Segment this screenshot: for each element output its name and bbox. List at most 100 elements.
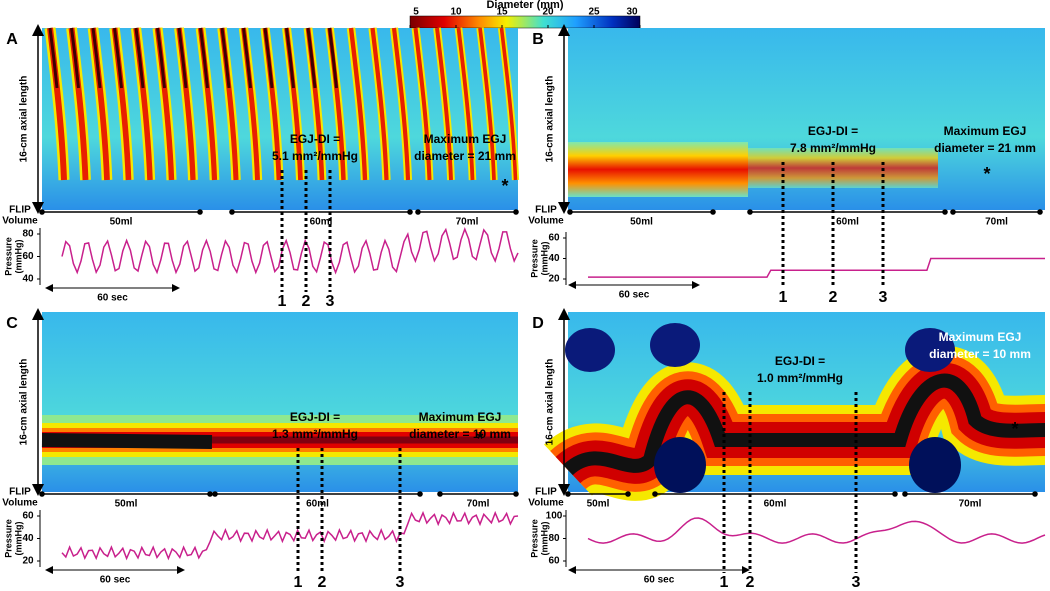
marker-number: 2 (302, 293, 311, 310)
volume-dot (950, 209, 956, 215)
heat-stripe (285, 27, 295, 89)
pressure-label: (mmHg) (539, 242, 549, 276)
heat-band (41, 433, 213, 449)
heat-stripe (48, 27, 59, 89)
heat-stripe (435, 27, 453, 181)
volume-dot (942, 209, 948, 215)
heat-stripe (348, 27, 368, 181)
volume-label: 60ml (310, 217, 333, 228)
axis-label: 16-cm axial length (545, 359, 556, 446)
pressure-label: Pressure (529, 519, 539, 558)
colorbar-tick-label: 25 (588, 7, 600, 18)
heat-stripe (413, 27, 432, 181)
egj-di: 1.0 mm²/mmHg (757, 371, 843, 385)
egj-di: 5.1 mm²/mmHg (272, 149, 358, 163)
heat-blob (909, 437, 961, 493)
max-egj: Maximum EGJ (939, 330, 1022, 344)
pressure-label: (mmHg) (13, 240, 23, 274)
volume-dot (513, 491, 519, 497)
marker-number: 2 (318, 574, 327, 591)
volume-dot (39, 209, 45, 215)
panel-label: D (532, 315, 544, 332)
volume-label: 60ml (306, 499, 329, 510)
heat-blob (650, 323, 700, 367)
pressure-tick-label: 40 (22, 533, 34, 544)
heat-stripe (456, 27, 475, 181)
axis-label: 16-cm axial length (545, 76, 556, 163)
colorbar (409, 15, 641, 29)
panel-label: C (6, 315, 18, 332)
volume-dot (39, 491, 45, 497)
pressure-label: Pressure (529, 239, 539, 278)
pressure-tick-label: 80 (548, 533, 560, 544)
volume-label: 60ml (764, 499, 787, 510)
heat-stripe (242, 27, 252, 89)
egj-di: EGJ-DI = (290, 132, 340, 146)
time-label: 60 sec (644, 575, 675, 586)
marker-number: 3 (879, 289, 888, 306)
pressure-trace (61, 226, 519, 275)
pressure-label: Pressure (3, 237, 13, 276)
pressure-label: (mmHg) (13, 522, 23, 556)
colorbar-tick-label: 10 (450, 7, 462, 18)
egj-di: EGJ-DI = (808, 124, 858, 138)
heat-stripe (263, 27, 274, 89)
heat-stripe (220, 27, 231, 89)
volume-label: 50ml (587, 499, 610, 510)
pressure-tick-label: 60 (548, 233, 560, 244)
heat-stripe (177, 27, 188, 89)
marker-number: 2 (746, 574, 755, 591)
volume-dot (229, 209, 235, 215)
flip-label: Volume (528, 216, 564, 227)
volume-dot (1037, 209, 1043, 215)
marker-number: 3 (326, 293, 335, 310)
heat-stripe (499, 27, 518, 181)
max-egj: diameter = 10 mm (409, 427, 511, 441)
heat-stripe (391, 27, 411, 181)
panel-label: A (6, 31, 18, 48)
heat-stripe (306, 27, 317, 89)
marker-number: 1 (294, 574, 303, 591)
pressure-label: (mmHg) (539, 522, 549, 556)
heat-stripe (370, 27, 389, 181)
heat-blob (565, 328, 615, 372)
volume-label: 70ml (959, 499, 982, 510)
volume-label: 70ml (456, 217, 479, 228)
volume-dot (902, 491, 908, 497)
marker-number: 2 (829, 289, 838, 306)
axis-label: 16-cm axial length (19, 359, 30, 446)
flip-label: FLIP (9, 205, 31, 216)
heat-band (568, 142, 748, 197)
flip-label: Volume (528, 498, 564, 509)
pressure-tick-label: 20 (548, 274, 560, 285)
volume-label: 50ml (630, 217, 653, 228)
panel-label: B (532, 31, 544, 48)
colorbar-title: Diameter (mm) (486, 0, 563, 11)
colorbar-tick-label: 20 (542, 7, 554, 18)
marker-number: 1 (720, 574, 729, 591)
pressure-tick-label: 60 (22, 511, 34, 522)
pressure-trace (588, 257, 1045, 278)
colorbar-tick-label: 5 (413, 7, 419, 18)
flip-label: FLIP (535, 487, 557, 498)
volume-dot (625, 491, 631, 497)
heat-stripe (70, 27, 80, 89)
volume-dot (513, 209, 519, 215)
volume-dot (417, 491, 423, 497)
time-label: 60 sec (97, 293, 128, 304)
time-label: 60 sec (619, 290, 650, 301)
axis-label: 16-cm axial length (19, 76, 30, 163)
heat-stripe (478, 27, 496, 181)
egj-di: 1.3 mm²/mmHg (272, 427, 358, 441)
pressure-label: Pressure (3, 519, 13, 558)
volume-dot (212, 491, 218, 497)
heat-band (563, 373, 1046, 476)
volume-label: 50ml (110, 217, 133, 228)
marker-number: 3 (852, 574, 861, 591)
colorbar-tick-label: 30 (626, 7, 638, 18)
max-egj: diameter = 10 mm (929, 347, 1031, 361)
heatmap (568, 28, 1045, 210)
pressure-tick-label: 60 (22, 251, 34, 262)
volume-dot (747, 209, 753, 215)
